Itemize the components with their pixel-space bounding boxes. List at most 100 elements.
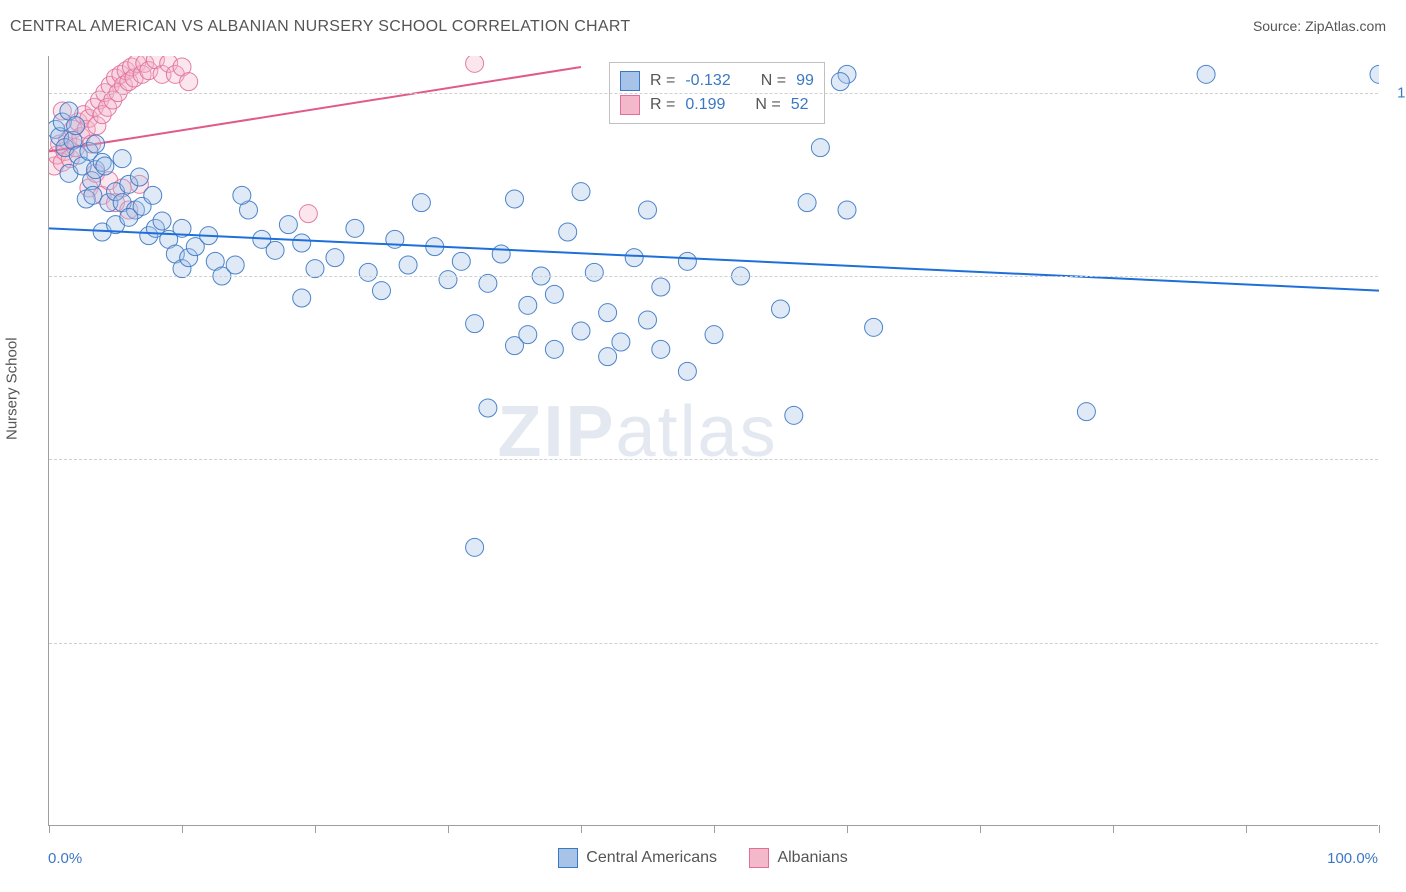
data-point <box>572 322 590 340</box>
series-legend: Central Americans Albanians <box>0 848 1406 873</box>
data-point <box>452 252 470 270</box>
data-point <box>439 271 457 289</box>
data-point <box>144 186 162 204</box>
data-point <box>492 245 510 263</box>
data-point <box>705 326 723 344</box>
legend-label-a: Central Americans <box>586 849 717 867</box>
data-point <box>838 201 856 219</box>
data-point <box>772 300 790 318</box>
series-a-swatch <box>620 71 640 91</box>
data-point <box>466 538 484 556</box>
y-axis-label: Nursery School <box>4 337 21 440</box>
data-point <box>113 150 131 168</box>
data-point <box>293 234 311 252</box>
source-prefix: Source: <box>1253 18 1305 34</box>
gridline <box>49 276 1378 277</box>
data-point <box>373 282 391 300</box>
data-point <box>519 326 537 344</box>
data-point <box>153 212 171 230</box>
data-point <box>625 249 643 267</box>
data-point <box>1197 65 1215 83</box>
series-b-n-label: N = <box>755 96 780 114</box>
legend-label-b: Albanians <box>777 849 847 867</box>
x-tick <box>714 825 715 833</box>
stats-legend-row: R = 0.199 N = 52 <box>620 93 814 117</box>
data-point <box>831 73 849 91</box>
chart-source: Source: ZipAtlas.com <box>1253 18 1386 34</box>
trend-line <box>49 228 1379 290</box>
legend-item-a: Central Americans <box>558 848 717 868</box>
source-name: ZipAtlas.com <box>1305 18 1386 34</box>
data-point <box>346 219 364 237</box>
data-point <box>545 340 563 358</box>
x-tick <box>581 825 582 833</box>
data-point <box>865 318 883 336</box>
data-point <box>785 406 803 424</box>
data-point <box>572 183 590 201</box>
x-tick <box>980 825 981 833</box>
data-point <box>233 186 251 204</box>
data-point <box>519 296 537 314</box>
data-point <box>798 194 816 212</box>
data-point <box>84 186 102 204</box>
data-point <box>87 135 105 153</box>
data-point <box>559 223 577 241</box>
y-tick-label: 95.0% <box>1388 268 1406 285</box>
data-point <box>599 304 617 322</box>
legend-item-b: Albanians <box>749 848 847 868</box>
data-point <box>399 256 417 274</box>
data-point <box>130 168 148 186</box>
y-tick-label: 100.0% <box>1388 84 1406 101</box>
data-point <box>612 333 630 351</box>
legend-swatch-a <box>558 848 578 868</box>
series-a-n-value: 99 <box>796 72 814 90</box>
data-point <box>652 278 670 296</box>
data-point <box>279 216 297 234</box>
data-point <box>678 362 696 380</box>
data-point <box>359 263 377 281</box>
chart-title: CENTRAL AMERICAN VS ALBANIAN NURSERY SCH… <box>10 18 631 35</box>
data-point <box>678 252 696 270</box>
data-point <box>466 315 484 333</box>
x-tick <box>49 825 50 833</box>
stats-legend-row: R = -0.132 N = 99 <box>620 69 814 93</box>
data-point <box>96 157 114 175</box>
data-point <box>412 194 430 212</box>
data-point <box>585 263 603 281</box>
series-b-r-label: R = <box>650 96 675 114</box>
data-point <box>326 249 344 267</box>
gridline <box>49 93 1378 94</box>
x-tick <box>182 825 183 833</box>
data-point <box>293 289 311 307</box>
data-point <box>466 56 484 72</box>
legend-swatch-b <box>749 848 769 868</box>
data-point <box>226 256 244 274</box>
series-b-swatch <box>620 95 640 115</box>
data-point <box>180 73 198 91</box>
x-tick <box>847 825 848 833</box>
data-point <box>652 340 670 358</box>
gridline <box>49 459 1378 460</box>
series-a-r-label: R = <box>650 72 675 90</box>
series-a-n-label: N = <box>761 72 786 90</box>
data-point <box>479 274 497 292</box>
data-point <box>1077 403 1095 421</box>
series-b-r-value: 0.199 <box>685 96 725 114</box>
x-tick <box>1113 825 1114 833</box>
data-point <box>479 399 497 417</box>
data-point <box>1370 65 1379 83</box>
data-point <box>545 285 563 303</box>
scatter-svg <box>49 56 1379 826</box>
data-point <box>67 117 85 135</box>
plot-area: ZIPatlas R = -0.132 N = 99 R = 0.199 N =… <box>48 56 1378 826</box>
x-tick <box>1246 825 1247 833</box>
x-tick <box>1379 825 1380 833</box>
x-tick <box>315 825 316 833</box>
data-point <box>639 311 657 329</box>
data-point <box>599 348 617 366</box>
y-tick-label: 90.0% <box>1388 451 1406 468</box>
data-point <box>639 201 657 219</box>
series-a-r-value: -0.132 <box>685 72 730 90</box>
series-b-n-value: 52 <box>791 96 809 114</box>
data-point <box>811 139 829 157</box>
